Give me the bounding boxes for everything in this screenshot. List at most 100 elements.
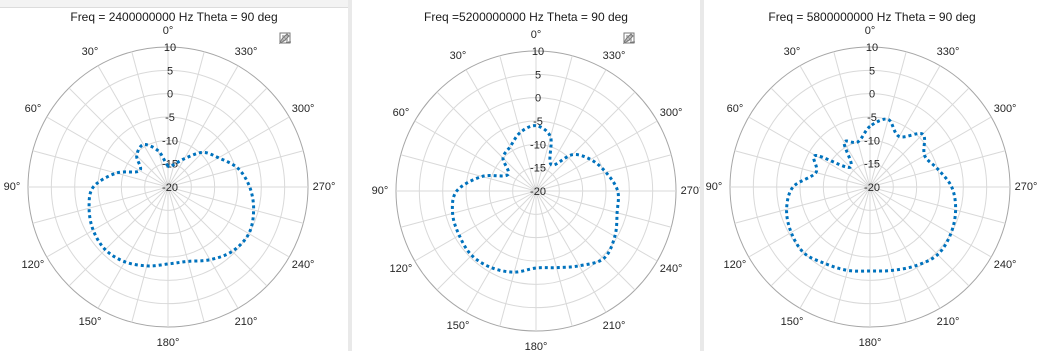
angle-tick-label: 180° bbox=[525, 341, 548, 351]
angular-grid-spoke bbox=[535, 91, 636, 192]
radial-tick-label: -20 bbox=[162, 182, 178, 194]
angle-tick-label: 30° bbox=[450, 50, 467, 62]
angular-grid-spoke bbox=[869, 116, 992, 188]
radial-tick-label: 5 bbox=[869, 65, 875, 77]
angle-tick-label: 60° bbox=[727, 103, 744, 115]
angle-tick-label: 150° bbox=[447, 320, 470, 332]
angular-grid-spoke bbox=[799, 186, 871, 309]
angular-grid-spoke bbox=[32, 150, 169, 188]
angular-grid-spoke bbox=[535, 55, 573, 192]
radial-tick-label: 5 bbox=[535, 69, 541, 81]
polar-plot: 0° 330° 300° 270° 240° 210° 180° 150° 120° 90° 60°… bbox=[4, 25, 336, 349]
angular-grid-spoke bbox=[869, 186, 970, 287]
polar-plot: 0° 330° 300° 270° 240° 210° 180° 150° 120° 90° 60°… bbox=[372, 29, 700, 351]
angular-grid-spoke bbox=[869, 186, 941, 309]
angular-grid-spoke bbox=[436, 91, 537, 192]
chart-title: Freq = 5800000000 Hz Theta = 90 deg bbox=[768, 10, 976, 24]
angle-tick-label: 270° bbox=[313, 181, 336, 193]
angle-tick-label: 180° bbox=[157, 337, 180, 349]
angle-tick-label: 300° bbox=[994, 103, 1017, 115]
angular-grid-spoke bbox=[167, 186, 205, 323]
angular-grid-spoke bbox=[535, 190, 573, 327]
angular-grid-spoke bbox=[869, 65, 941, 188]
angular-grid-spoke bbox=[734, 150, 871, 188]
angle-tick-label: 30° bbox=[82, 46, 99, 58]
angular-grid-spoke bbox=[167, 51, 205, 188]
chart-title: Freq = 2400000000 Hz Theta = 90 deg bbox=[70, 10, 278, 24]
angular-grid-spoke bbox=[869, 186, 907, 323]
angular-grid-spoke bbox=[167, 186, 304, 224]
angular-grid-spoke bbox=[734, 186, 871, 224]
polar-panel-2400mhz: Freq = 2400000000 Hz Theta = 90 deg 0° 33… bbox=[0, 0, 348, 351]
angular-grid-spoke bbox=[436, 190, 537, 291]
angular-grid-spoke bbox=[770, 186, 871, 287]
pattern-trace bbox=[450, 124, 620, 274]
angle-tick-label: 210° bbox=[603, 320, 626, 332]
pattern-trace bbox=[785, 117, 958, 273]
angle-tick-label: 240° bbox=[994, 259, 1017, 271]
angular-grid-spoke bbox=[400, 154, 537, 192]
polar-panel-5200mhz: Freq =5200000000 Hz Theta = 90 deg 0° 330… bbox=[352, 0, 700, 351]
angular-grid-spoke bbox=[535, 190, 636, 291]
angle-tick-label: 150° bbox=[781, 316, 804, 328]
legend-list-icon[interactable] bbox=[622, 31, 636, 45]
chart-title: Freq =5200000000 Hz Theta = 90 deg bbox=[424, 10, 628, 24]
angle-tick-label: 270° bbox=[1015, 181, 1038, 193]
angle-tick-label: 0° bbox=[163, 25, 174, 37]
angle-tick-label: 300° bbox=[660, 107, 683, 119]
angular-grid-spoke bbox=[167, 116, 290, 188]
radial-tick-label: -20 bbox=[864, 182, 880, 194]
radial-tick-label: -10 bbox=[864, 135, 880, 147]
angle-tick-label: 120° bbox=[22, 259, 45, 271]
angle-tick-label: 330° bbox=[235, 46, 258, 58]
angle-tick-label: 300° bbox=[292, 103, 315, 115]
radial-tick-label: 0 bbox=[869, 89, 875, 101]
angle-tick-label: 330° bbox=[937, 46, 960, 58]
legend-list-icon[interactable] bbox=[278, 31, 292, 45]
angular-grid-spoke bbox=[535, 120, 658, 192]
angular-grid-spoke bbox=[68, 186, 169, 287]
angle-tick-label: 120° bbox=[390, 263, 413, 275]
angular-grid-spoke bbox=[97, 186, 169, 309]
angular-grid-spoke bbox=[833, 51, 871, 188]
angle-tick-label: 180° bbox=[859, 337, 882, 349]
radial-tick-label: 0 bbox=[535, 93, 541, 105]
angular-grid-spoke bbox=[748, 186, 871, 258]
radial-tick-label: -5 bbox=[867, 112, 877, 124]
angular-grid-spoke bbox=[32, 186, 169, 224]
angle-tick-label: 90° bbox=[4, 181, 21, 193]
radial-tick-label: 10 bbox=[164, 42, 176, 54]
angular-grid-spoke bbox=[131, 51, 169, 188]
angular-grid-spoke bbox=[869, 186, 1006, 224]
angular-grid-spoke bbox=[770, 87, 871, 188]
angular-grid-spoke bbox=[499, 190, 537, 327]
angle-tick-label: 330° bbox=[603, 50, 626, 62]
angular-grid-spoke bbox=[465, 69, 537, 192]
angular-grid-spoke bbox=[167, 150, 304, 188]
angular-grid-spoke bbox=[535, 190, 607, 313]
radial-tick-label: -15 bbox=[864, 159, 880, 171]
angle-tick-label: 150° bbox=[79, 316, 102, 328]
angular-grid-spoke bbox=[869, 186, 992, 258]
angular-grid-spoke bbox=[465, 190, 537, 313]
angular-grid-spoke bbox=[833, 186, 871, 323]
angular-grid-spoke bbox=[46, 116, 169, 188]
angle-tick-label: 210° bbox=[937, 316, 960, 328]
radial-tick-label: -20 bbox=[530, 186, 546, 198]
angular-grid-spoke bbox=[535, 190, 672, 228]
angle-tick-label: 0° bbox=[531, 29, 542, 41]
polar-panel-5800mhz: Freq = 5800000000 Hz Theta = 90 deg 0° 33… bbox=[704, 0, 1040, 351]
angle-tick-label: 240° bbox=[292, 259, 315, 271]
angle-tick-label: 90° bbox=[372, 185, 389, 197]
angular-grid-spoke bbox=[414, 190, 537, 262]
angle-tick-label: 90° bbox=[706, 181, 723, 193]
radial-tick-label: -15 bbox=[162, 159, 178, 171]
angular-grid-spoke bbox=[400, 190, 537, 228]
radial-tick-label: -10 bbox=[162, 135, 178, 147]
angular-grid-spoke bbox=[46, 186, 169, 258]
angular-grid-spoke bbox=[167, 186, 290, 258]
angular-grid-spoke bbox=[499, 55, 537, 192]
angular-grid-spoke bbox=[167, 186, 268, 287]
angle-tick-label: 60° bbox=[25, 103, 42, 115]
